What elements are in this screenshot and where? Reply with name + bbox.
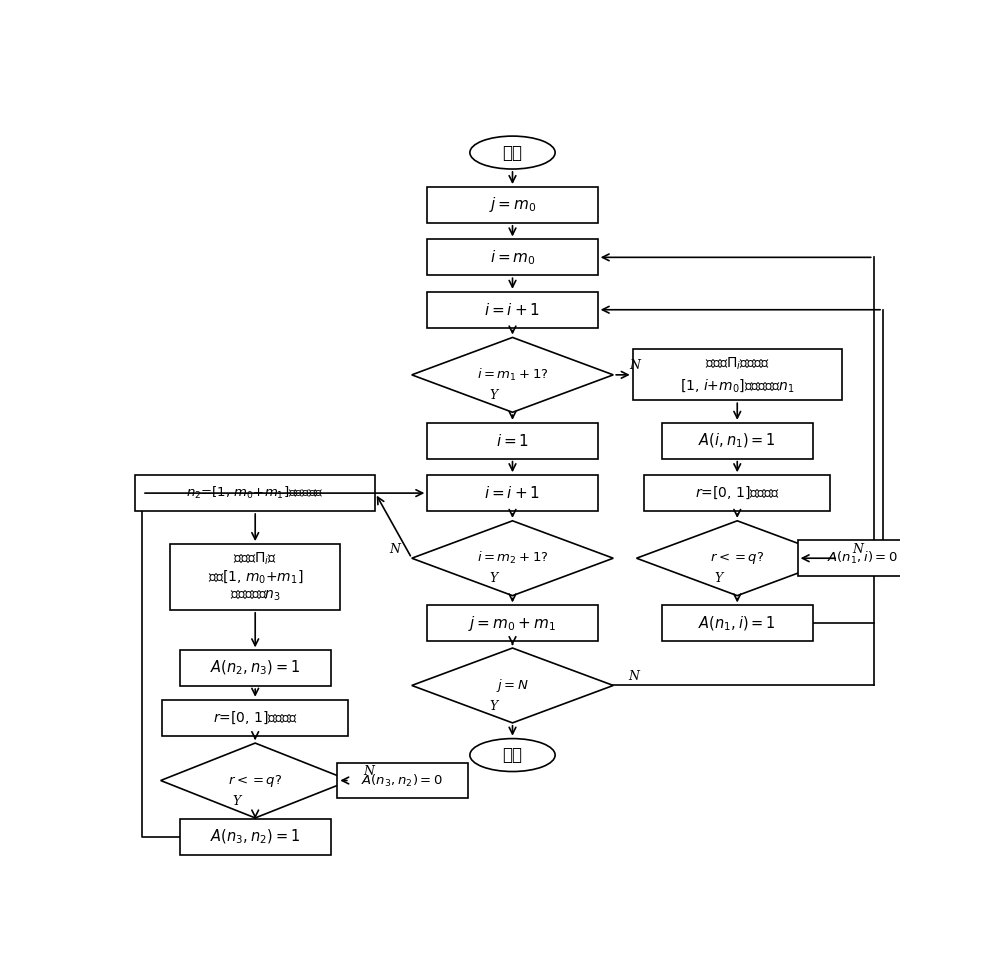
Text: $i=i+1$: $i=i+1$ bbox=[484, 301, 541, 318]
Text: Y: Y bbox=[490, 700, 498, 712]
FancyBboxPatch shape bbox=[798, 540, 928, 576]
Text: N: N bbox=[853, 542, 864, 556]
FancyBboxPatch shape bbox=[633, 349, 842, 400]
Text: Y: Y bbox=[490, 573, 498, 585]
Text: $r<=q?$: $r<=q?$ bbox=[228, 773, 282, 788]
Text: $j=m_0$: $j=m_0$ bbox=[489, 195, 536, 215]
Text: $A(n_2, n_3)=1$: $A(n_2, n_3)=1$ bbox=[210, 659, 300, 677]
Text: $j=N$: $j=N$ bbox=[496, 677, 529, 694]
Text: $A(n_1, i)=1$: $A(n_1, i)=1$ bbox=[698, 614, 776, 633]
FancyBboxPatch shape bbox=[662, 606, 813, 642]
FancyBboxPatch shape bbox=[135, 475, 375, 511]
Text: $i=m_1+1?$: $i=m_1+1?$ bbox=[477, 366, 548, 383]
FancyBboxPatch shape bbox=[162, 700, 348, 736]
FancyBboxPatch shape bbox=[427, 239, 598, 275]
Text: Y: Y bbox=[232, 794, 241, 808]
Text: 的一个整数$n_3$: 的一个整数$n_3$ bbox=[230, 588, 281, 603]
FancyBboxPatch shape bbox=[427, 292, 598, 328]
Text: $j=m_0+m_1$: $j=m_0+m_1$ bbox=[468, 614, 557, 633]
Text: N: N bbox=[628, 670, 639, 683]
Text: 结束: 结束 bbox=[503, 746, 522, 764]
Text: 机选[1, $m_0$+$m_1$]: 机选[1, $m_0$+$m_1$] bbox=[208, 569, 303, 585]
FancyBboxPatch shape bbox=[427, 187, 598, 223]
Text: $A(n_3, n_2)=0$: $A(n_3, n_2)=0$ bbox=[361, 773, 443, 788]
Text: $A(n_3, n_2)=1$: $A(n_3, n_2)=1$ bbox=[210, 827, 300, 846]
Text: 开始: 开始 bbox=[503, 144, 522, 161]
Text: $A(i, n_1)=1$: $A(i, n_1)=1$ bbox=[698, 432, 776, 450]
Ellipse shape bbox=[470, 136, 555, 169]
FancyBboxPatch shape bbox=[662, 423, 813, 459]
FancyBboxPatch shape bbox=[427, 475, 598, 511]
Text: $i=i+1$: $i=i+1$ bbox=[484, 485, 541, 502]
Text: N: N bbox=[363, 765, 374, 778]
Polygon shape bbox=[412, 648, 613, 723]
Polygon shape bbox=[637, 521, 838, 596]
Text: $n_2$=[1, $m_0$+$m_1$]的随机整数: $n_2$=[1, $m_0$+$m_1$]的随机整数 bbox=[186, 485, 324, 502]
Text: Y: Y bbox=[715, 573, 723, 585]
FancyBboxPatch shape bbox=[180, 818, 331, 854]
FancyBboxPatch shape bbox=[337, 763, 468, 798]
Polygon shape bbox=[412, 521, 613, 596]
Text: $r$=[0, 1]的随机数: $r$=[0, 1]的随机数 bbox=[213, 710, 298, 726]
Text: Y: Y bbox=[490, 389, 498, 402]
Text: $A(n_1, i)=0$: $A(n_1, i)=0$ bbox=[827, 550, 898, 567]
Ellipse shape bbox=[470, 739, 555, 772]
Text: 以概率$\Pi_i$随机选取: 以概率$\Pi_i$随机选取 bbox=[705, 356, 770, 372]
Text: 以概率$\Pi_i$随: 以概率$\Pi_i$随 bbox=[233, 550, 277, 567]
Text: $r$=[0, 1]的随机数: $r$=[0, 1]的随机数 bbox=[695, 485, 780, 502]
Text: [1, $i$+$m_0$]的一个整数$n_1$: [1, $i$+$m_0$]的一个整数$n_1$ bbox=[680, 378, 795, 395]
Text: $i=1$: $i=1$ bbox=[496, 433, 529, 449]
Text: $i=m_0$: $i=m_0$ bbox=[490, 248, 535, 266]
FancyBboxPatch shape bbox=[180, 650, 331, 686]
Text: N: N bbox=[629, 360, 640, 372]
Polygon shape bbox=[412, 337, 613, 412]
Text: $i=m_2+1?$: $i=m_2+1?$ bbox=[477, 550, 548, 567]
FancyBboxPatch shape bbox=[427, 423, 598, 459]
FancyBboxPatch shape bbox=[427, 606, 598, 642]
FancyBboxPatch shape bbox=[170, 544, 340, 609]
Text: $r<=q?$: $r<=q?$ bbox=[710, 550, 764, 567]
Polygon shape bbox=[161, 743, 350, 817]
FancyBboxPatch shape bbox=[644, 475, 830, 511]
Text: N: N bbox=[389, 542, 400, 556]
